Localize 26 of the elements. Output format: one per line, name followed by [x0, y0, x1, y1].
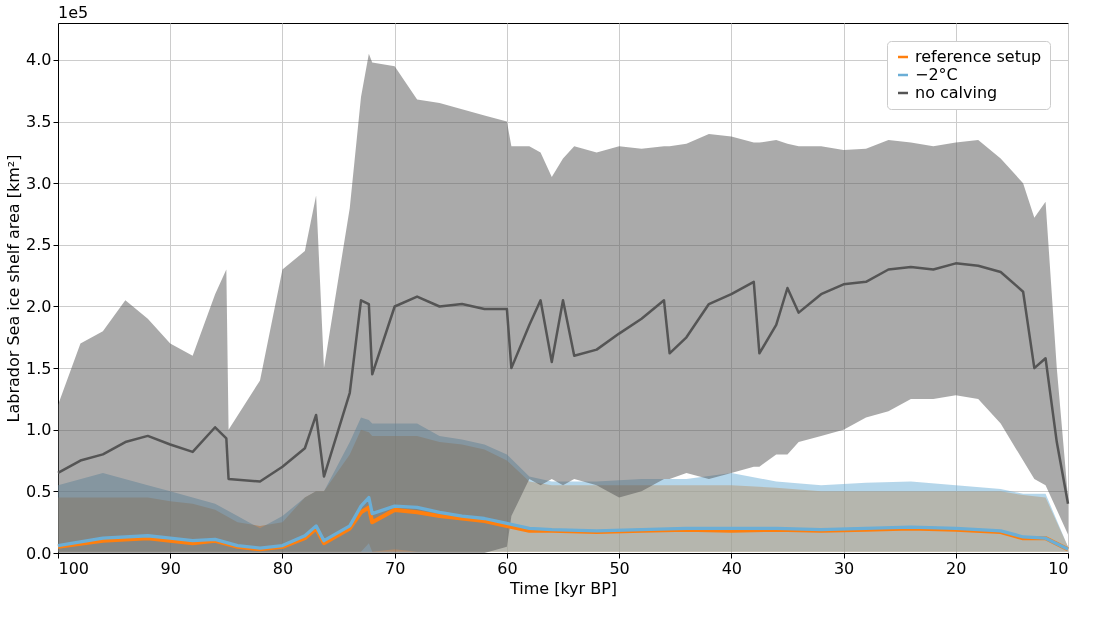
y-tick-label: 1.0: [26, 420, 52, 440]
line-series: [56, 262, 1070, 505]
x-tick-label: 50: [609, 558, 630, 578]
y-tick-label: 0.0: [26, 543, 52, 563]
y-tick-label: 2.5: [26, 235, 52, 255]
text: 1e5: [58, 3, 89, 22]
y-axis-title: Labrador Sea ice shelf area [km²]: [4, 154, 24, 423]
legend-label: −2°C: [915, 65, 958, 84]
x-axis-title: Time [kyr BP]: [508, 578, 618, 598]
y-tick-label: 4.0: [26, 50, 52, 70]
x-tick-label: 10: [1048, 558, 1069, 578]
x-tick-label: 30: [833, 558, 855, 578]
x-tick-label: 60: [497, 558, 518, 578]
x-tick-label: 70: [384, 558, 406, 578]
x-tick-label: 90: [160, 558, 181, 578]
y-tick-label: 1.5: [26, 358, 52, 378]
y-tick-label: 3.0: [26, 173, 52, 193]
legend-label: no calving: [915, 83, 998, 102]
x-tick-label: 100: [58, 558, 90, 578]
y-tick-label: 2.0: [26, 296, 52, 316]
x-tick-label: 40: [721, 558, 743, 578]
x-tick-label: 80: [272, 558, 294, 578]
y-tick-label: 0.5: [26, 481, 52, 501]
x-tick-label: 20: [946, 558, 967, 578]
legend-label: reference setup: [915, 47, 1042, 66]
y-tick-label: 3.5: [26, 112, 52, 132]
